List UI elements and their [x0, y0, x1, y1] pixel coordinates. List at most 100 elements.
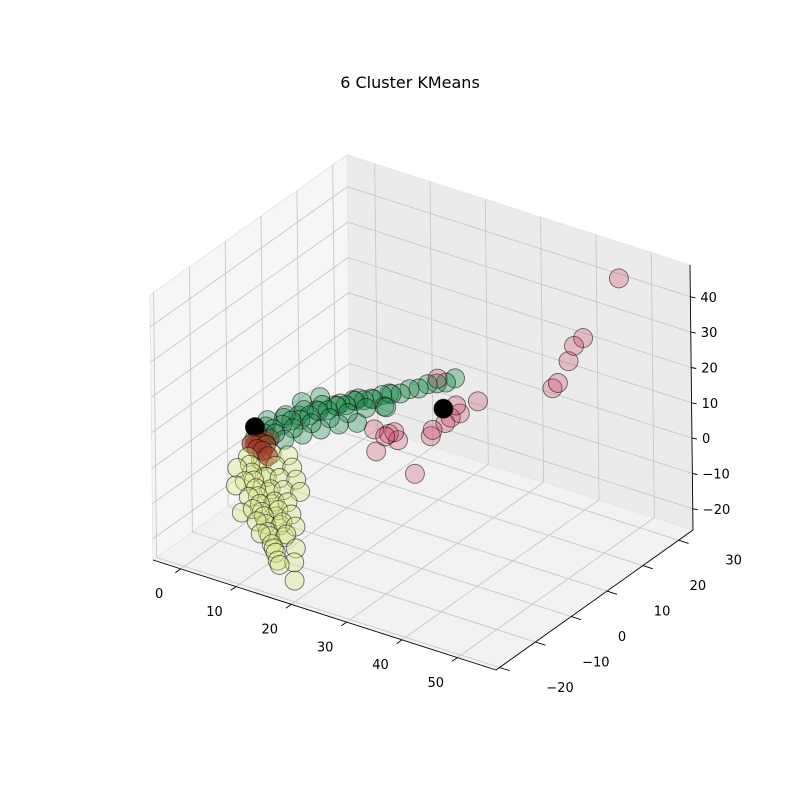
z-tick-label: −20 — [703, 503, 730, 518]
x-tick — [230, 586, 237, 591]
x-tick — [341, 621, 347, 627]
y-tick-label: 30 — [725, 554, 742, 569]
y-grid-floor — [263, 480, 608, 592]
x-grid-back — [540, 217, 545, 483]
z-grid-left — [151, 327, 350, 469]
y-tick-label: 20 — [690, 579, 707, 594]
z-axis-line — [689, 264, 694, 531]
z-tick-label: 30 — [701, 326, 718, 341]
cluster-1-point — [284, 570, 305, 591]
z-tick-label: 20 — [701, 362, 718, 377]
z-tick — [692, 473, 698, 475]
cluster-4-point — [433, 398, 454, 419]
x-tick — [396, 639, 403, 645]
x-grid-floor — [346, 481, 544, 623]
cluster-3-point — [427, 368, 448, 389]
x-grid-floor — [401, 499, 600, 641]
cluster-0-point — [356, 398, 376, 418]
cluster-0-point — [374, 396, 395, 417]
y-tick-label: 0 — [618, 630, 626, 645]
z-grid-back — [349, 363, 693, 474]
z-tick-label: −10 — [702, 468, 729, 483]
cluster-0-point — [445, 368, 465, 389]
y-grid-floor — [299, 455, 644, 567]
z-grid-left — [151, 292, 349, 434]
z-tick — [691, 367, 697, 369]
x-grid-back — [595, 234, 600, 500]
y-tick — [642, 565, 653, 570]
chart-axes: 0 10 20 30 40 50 −20 −10 0 10 20 30 −20 −10 0 10 20 30 40 — [152, 264, 742, 696]
chart-title: 6 Cluster KMeans — [340, 73, 480, 92]
y-grid-floor — [192, 531, 536, 643]
y-tick — [571, 616, 582, 621]
cluster-3-point — [366, 441, 387, 462]
cluster-3-point — [467, 391, 488, 412]
cluster-0-point — [272, 414, 293, 435]
cluster-3-point — [384, 422, 405, 443]
cluster-0-point — [376, 397, 397, 418]
cluster-1-point — [246, 478, 266, 499]
x-tick-label: 20 — [262, 623, 279, 638]
x-tick-label: 40 — [372, 658, 389, 673]
y-tick — [499, 667, 510, 672]
cluster-1-point — [272, 512, 293, 533]
cluster-3-point — [558, 351, 579, 372]
cluster-3-point — [422, 419, 443, 440]
x-grid-back — [484, 199, 489, 465]
z-grid-left — [150, 221, 349, 363]
cluster-0-point — [291, 392, 312, 413]
cluster-3-point — [564, 335, 584, 356]
x-grid-back — [374, 163, 379, 429]
z-tick-label: 40 — [700, 291, 717, 306]
cluster-1-point — [250, 523, 271, 544]
x-grid-back — [429, 181, 434, 447]
cluster-0-point — [417, 374, 438, 395]
cluster-1-point — [265, 542, 286, 563]
z-tick — [691, 402, 697, 405]
cluster-1-point — [242, 499, 263, 520]
x-tick-label: 30 — [317, 640, 334, 655]
z-grid-back — [348, 292, 692, 404]
cluster-0-point — [344, 390, 365, 411]
x-grid-floor — [457, 517, 655, 658]
cluster-0-point — [281, 410, 302, 431]
x-grid-back — [650, 252, 655, 518]
z-tick — [690, 331, 696, 334]
z-grid-back — [349, 398, 693, 510]
z-tick — [691, 437, 698, 440]
cluster-3-point — [608, 268, 629, 289]
z-grid-back — [348, 257, 692, 368]
cluster-1-point — [269, 554, 290, 575]
x-tick-label: 0 — [155, 587, 163, 602]
z-grid-left — [152, 398, 351, 540]
y-grid-left — [188, 266, 193, 533]
cluster-1-point — [253, 506, 274, 527]
cluster-1-point — [284, 552, 305, 573]
x-tick-label: 10 — [206, 605, 223, 620]
z-tick — [692, 508, 698, 511]
y-grid-left — [153, 292, 158, 558]
cluster-1-point — [242, 462, 262, 483]
x-tick — [451, 657, 458, 662]
y-grid-left — [224, 241, 229, 507]
y-axis-line — [495, 529, 694, 671]
cluster-3-point — [547, 373, 568, 393]
cluster-1-point — [234, 471, 255, 492]
x-axis-line — [152, 559, 497, 671]
z-grid-back — [347, 186, 691, 298]
cluster-0-point — [299, 405, 320, 426]
z-grid-back — [347, 221, 691, 333]
cluster-1-point — [270, 515, 291, 536]
y-tick — [678, 539, 689, 544]
cluster-1-point — [276, 524, 297, 545]
y-tick — [606, 590, 618, 595]
cluster-1-point — [231, 502, 252, 523]
x-tick-label: 50 — [428, 676, 445, 691]
y-grid-left — [332, 165, 337, 431]
cluster-3-point — [375, 426, 396, 447]
cluster-3-point — [404, 463, 425, 484]
cluster-1-point — [246, 511, 267, 532]
z-grid-left — [150, 257, 349, 398]
cluster-1-point — [225, 475, 246, 496]
